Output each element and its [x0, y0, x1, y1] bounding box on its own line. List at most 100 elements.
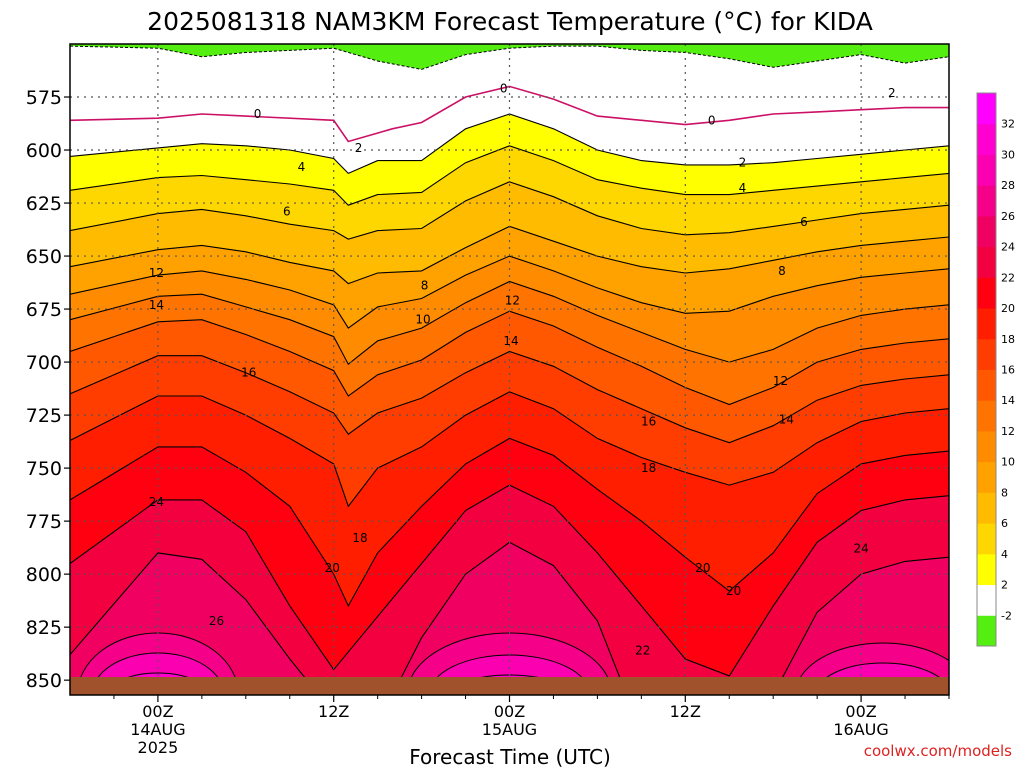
- watermark: coolwx.com/models: [864, 742, 1012, 760]
- colorbar-label-7: 14: [1001, 394, 1015, 407]
- contour-label-17: 14: [503, 334, 518, 348]
- contour-label-20: 16: [641, 414, 656, 428]
- isotherm-22: [70, 484, 949, 677]
- colorbar-label-11: 22: [1001, 271, 1015, 284]
- colorbar-swatch-11: [977, 277, 996, 309]
- colorbar-label-2: 4: [1001, 548, 1008, 561]
- colorbar-swatch-15: [977, 154, 996, 186]
- contour-label-11: 8: [778, 264, 786, 278]
- colorbar-swatch-7: [977, 400, 996, 432]
- colorbar-swatch-8: [977, 369, 996, 401]
- temperature-bands: [70, 46, 949, 695]
- colorbar-label-16: 32: [1001, 118, 1015, 131]
- colorbar-swatch-17: [977, 93, 996, 125]
- colorbar-label-10: 20: [1001, 302, 1015, 315]
- contour-label-22: 18: [641, 461, 656, 475]
- contour-label-19: 16: [241, 366, 256, 380]
- colorbar-label-3: 6: [1001, 517, 1008, 530]
- x-tick-label-2: 00Z: [494, 702, 525, 721]
- y-tick-label-8: 775: [26, 511, 62, 533]
- y-tick-label-0: 575: [26, 87, 62, 109]
- x-tick-sublabel-4: 16AUG: [833, 720, 888, 739]
- y-axis: 575 600 625 650 675 700 725 750 775 800 825 850: [26, 87, 70, 692]
- contour-label-2: 0: [708, 113, 716, 127]
- y-tick-label-6: 725: [26, 405, 62, 427]
- colorbar-label-9: 18: [1001, 333, 1015, 346]
- colorbar-swatch-9: [977, 338, 996, 370]
- isotherm-18: [70, 391, 949, 508]
- colorbar-swatch-2: [977, 553, 996, 586]
- contour-label-27: 24: [149, 495, 164, 509]
- contour-label-21: 18: [352, 531, 367, 545]
- colorbar-label-0: -2: [1001, 609, 1012, 622]
- contour-label-16: 14: [149, 298, 164, 312]
- y-tick-label-1: 600: [26, 140, 62, 162]
- x-tick-label-1: 12Z: [318, 702, 349, 721]
- colorbar-label-6: 12: [1001, 425, 1015, 438]
- contour-label-15: 12: [773, 374, 788, 388]
- contour-label-26: 22: [635, 643, 650, 657]
- colorbar-label-12: 24: [1001, 241, 1015, 254]
- x-tick-sublabel-0: 14AUG: [130, 720, 185, 739]
- y-tick-label-5: 700: [26, 352, 62, 374]
- y-tick-label-4: 675: [26, 299, 62, 321]
- colorbar-swatch-3: [977, 523, 996, 555]
- colorbar-swatch-10: [977, 308, 996, 340]
- contour-label-13: 12: [149, 266, 164, 280]
- isotherm-6: [70, 181, 949, 240]
- contour-label-28: 24: [853, 542, 868, 556]
- x-tick-label-3: 12Z: [670, 702, 701, 721]
- isotherm-10: [70, 255, 949, 329]
- contour-label-24: 20: [695, 561, 710, 575]
- y-tick-label-7: 750: [26, 458, 62, 480]
- contour-label-1: 0: [500, 82, 508, 96]
- colorbar-swatch-1: [977, 584, 996, 616]
- isotherm-20: [70, 437, 949, 608]
- contour-label-8: 6: [283, 205, 291, 219]
- y-tick-label-3: 650: [26, 246, 62, 268]
- contour-label-6: 4: [298, 160, 306, 174]
- colorbar-swatch-6: [977, 430, 996, 463]
- colorbar-label-8: 16: [1001, 364, 1015, 377]
- isotherm-24: [70, 541, 949, 695]
- x-tick-year-0: 2025: [138, 738, 179, 757]
- colorbar-label-1: 2: [1001, 579, 1008, 592]
- contour-label-29: 26: [209, 614, 224, 628]
- contour-label-3: 2: [355, 141, 363, 155]
- x-tick-sublabel-2: 15AUG: [482, 720, 537, 739]
- contour-label-14: 12: [505, 294, 520, 308]
- colorbar-label-4: 8: [1001, 486, 1008, 499]
- x-tick-label-0: 00Z: [142, 702, 173, 721]
- x-axis-label: Forecast Time (UTC): [409, 745, 611, 768]
- colorbar-label-5: 10: [1001, 456, 1015, 469]
- colorbar-swatch-13: [977, 215, 996, 248]
- y-tick-label-11: 850: [26, 670, 62, 692]
- x-tick-label-4: 00Z: [845, 702, 876, 721]
- contour-label-7: 4: [739, 181, 747, 195]
- ground-terrain: [70, 677, 949, 695]
- colorbar-swatch-5: [977, 461, 996, 493]
- colorbar-swatch-12: [977, 246, 996, 278]
- colorbar-frame: [976, 92, 997, 647]
- colorbar-swatch-4: [977, 492, 996, 524]
- contour-label-25: 20: [726, 584, 741, 598]
- colorbar-label-13: 26: [1001, 210, 1015, 223]
- colorbar-label-14: 28: [1001, 179, 1015, 192]
- contour-label-12: 10: [415, 313, 430, 327]
- colorbar-swatch-14: [977, 185, 996, 217]
- contour-label-5: 2: [888, 86, 896, 100]
- contour-label-9: 6: [800, 215, 808, 229]
- contour-label-4: 2: [739, 156, 747, 170]
- isotherm-4: [70, 145, 949, 206]
- isotherm-16: [70, 350, 949, 444]
- colorbar-swatch-0: [977, 615, 996, 647]
- contour-label-18: 14: [779, 412, 794, 426]
- colorbar-label-15: 30: [1001, 148, 1015, 161]
- contour-label-10: 8: [421, 279, 429, 293]
- y-tick-label-2: 625: [26, 193, 62, 215]
